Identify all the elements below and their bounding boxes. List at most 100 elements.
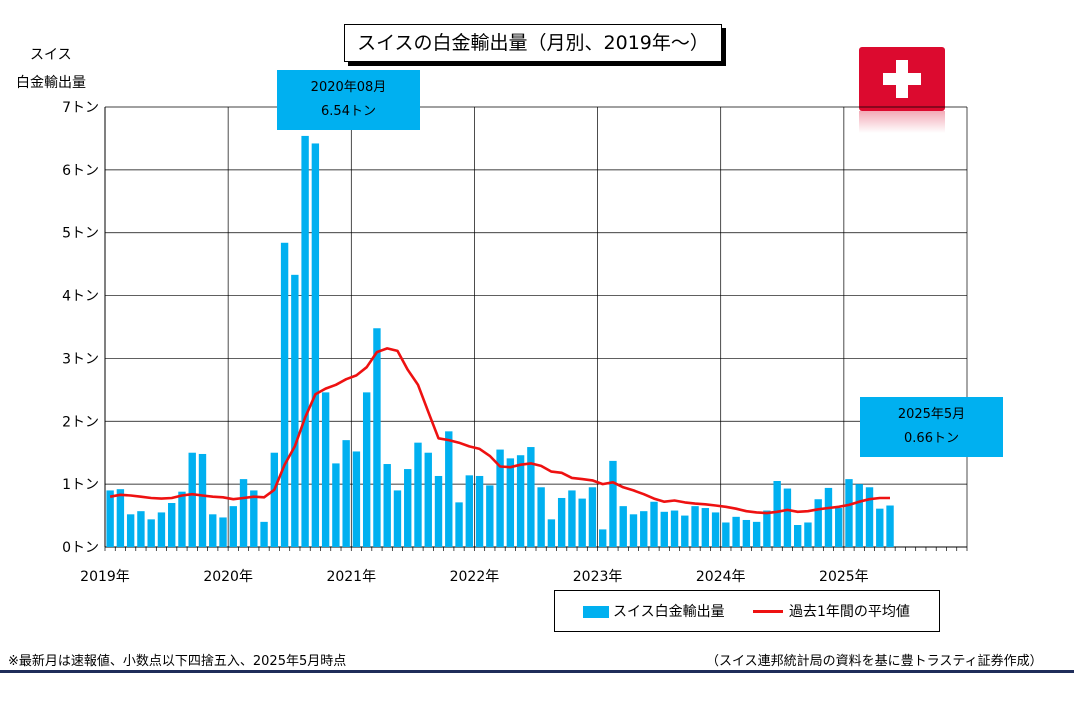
bar [147, 519, 155, 547]
bar [660, 511, 668, 547]
latest-callout-date: 2025年5月 [897, 407, 966, 422]
x-tick-label: 2023年 [573, 569, 623, 585]
bar [783, 488, 792, 547]
bar [188, 452, 196, 547]
bar [516, 455, 525, 547]
bar [691, 506, 699, 547]
bar [383, 464, 391, 547]
y-tick-label: 5トン [62, 226, 99, 242]
bar [362, 392, 371, 547]
bar [373, 328, 381, 547]
bar [763, 510, 771, 547]
bar [742, 519, 751, 547]
bar [609, 460, 617, 547]
bar [804, 522, 812, 547]
y-tick-label: 1トン [62, 477, 99, 493]
bar [711, 512, 720, 547]
bar [855, 484, 863, 547]
bar [219, 517, 227, 547]
y-axis-title-line2: 白金輸出量 [16, 75, 86, 91]
latest-callout: 2025年5月 0.66トン [860, 397, 1003, 457]
y-tick-label: 0トン [62, 540, 99, 556]
bar [270, 452, 279, 547]
bar [106, 490, 114, 547]
peak-callout: 2020年08月 6.54トン [277, 70, 420, 130]
bar [814, 499, 822, 547]
bar [239, 479, 248, 547]
bar [506, 458, 515, 547]
swiss-flag-icon [859, 47, 945, 111]
bar [537, 487, 545, 547]
bar [640, 511, 648, 547]
bar [681, 515, 689, 547]
bar [209, 514, 217, 547]
legend-line-label: 過去1年間の平均値 [789, 604, 910, 620]
y-tick-label: 6トン [62, 163, 99, 179]
x-tick-label: 2021年 [326, 569, 376, 585]
bar [629, 514, 638, 547]
bar [250, 490, 258, 547]
bar [588, 487, 597, 547]
bar [865, 487, 874, 547]
bar [701, 508, 710, 547]
bar [557, 497, 566, 547]
bar [578, 498, 586, 547]
x-tick-label: 2020年 [203, 569, 253, 585]
bar [434, 475, 443, 547]
bar [116, 489, 125, 547]
bar [455, 502, 463, 547]
bar [824, 487, 833, 547]
bar [486, 485, 494, 547]
bar [496, 449, 504, 547]
bar [793, 525, 802, 547]
bar [414, 442, 422, 547]
y-tick-label: 7トン [62, 100, 99, 116]
bar [732, 516, 740, 547]
peak-callout-value: 6.54トン [321, 104, 376, 119]
bar [752, 521, 761, 547]
bar [393, 490, 402, 547]
bottom-rule [0, 670, 1074, 673]
source-note: （スイス連邦統計局の資料を基に豊トラスティ証券作成） [706, 654, 1043, 669]
bar [876, 508, 884, 547]
bar [599, 529, 607, 547]
x-tick-label: 2019年 [80, 569, 130, 585]
bar [280, 242, 289, 547]
footnote: ※最新月は速報値、小数点以下四捨五入、2025年5月時点 [8, 654, 347, 669]
bar [291, 274, 299, 547]
bar [332, 463, 340, 547]
y-tick-label: 3トン [62, 351, 99, 367]
x-tick-label: 2024年 [696, 569, 746, 585]
bar [342, 440, 350, 547]
bar [424, 452, 432, 547]
legend: スイス白金輸出量 過去1年間の平均値 [554, 590, 940, 632]
latest-callout-value: 0.66トン [904, 431, 959, 446]
bar [845, 479, 853, 547]
y-tick-label: 2トン [62, 414, 99, 430]
bar [260, 521, 268, 547]
bar [168, 503, 176, 547]
y-tick-label: 4トン [62, 289, 99, 305]
bar [157, 512, 166, 547]
bar [445, 431, 453, 547]
bar [178, 491, 186, 547]
bar [773, 481, 781, 547]
chart-plot: 0トン 1トン 2トン 3トン 4トン 5トン 6トン 7トン 2019年 2020年 2021年 2… [62, 100, 968, 585]
legend-bar-label: スイス白金輸出量 [613, 604, 725, 620]
bar [229, 506, 237, 547]
bar [619, 506, 627, 547]
x-tick-label: 2025年 [819, 569, 869, 585]
chart-title: スイスの白金輸出量（月別、2019年～） [344, 24, 722, 62]
bar [650, 501, 658, 547]
bar [835, 508, 843, 547]
y-axis-title-line1: スイス [30, 47, 72, 63]
bar [547, 519, 556, 547]
bar [352, 451, 361, 547]
bar [404, 469, 412, 547]
bar [126, 514, 135, 547]
bar [722, 522, 730, 547]
bar [670, 510, 679, 547]
legend-bar-swatch [583, 606, 609, 618]
bar [301, 135, 309, 547]
bar [321, 392, 330, 547]
